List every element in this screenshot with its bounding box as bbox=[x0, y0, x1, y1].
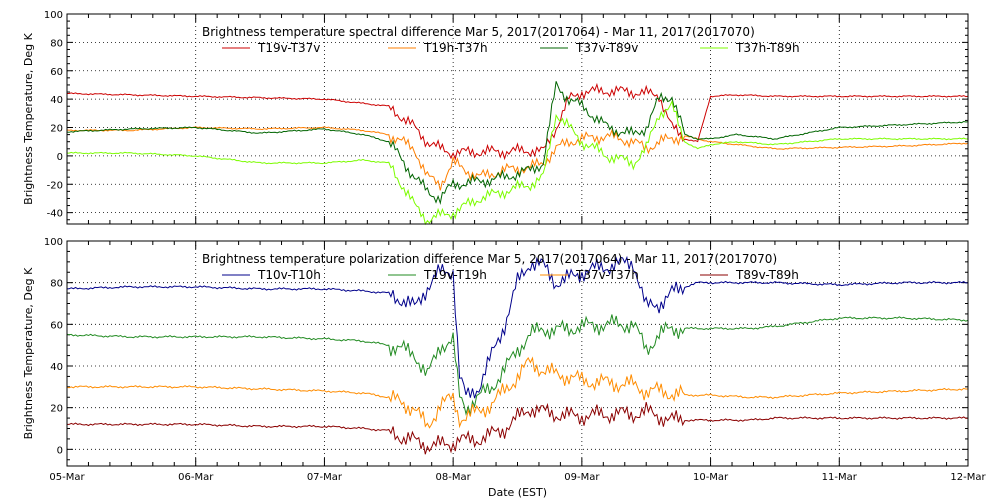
legend-label: T19v-T37v bbox=[257, 41, 320, 55]
y-tick-label: 0 bbox=[57, 445, 63, 456]
y-tick-label: 60 bbox=[50, 320, 63, 331]
series-line-t19h-t37h bbox=[66, 126, 969, 191]
chart-panel-2: 0 20 40 60 80 100 05-Mar 06-Mar 07-Mar 08-Mar 09-M… bbox=[22, 237, 986, 499]
y-tick-label: 100 bbox=[44, 237, 63, 248]
chart-panel-1: -40 -20 0 20 40 60 80 100 Brightness temperature… bbox=[22, 10, 969, 226]
plot-frame bbox=[66, 240, 969, 467]
legend-label: T19v-T19h bbox=[423, 268, 487, 282]
y-tick-label: -20 bbox=[47, 180, 63, 191]
y-tick-label: -40 bbox=[47, 209, 63, 220]
series-line-t10v-t10h bbox=[66, 255, 969, 399]
legend-label: T10v-T10h bbox=[257, 268, 321, 282]
chart-title: Brightness temperature polarization diff… bbox=[202, 252, 777, 266]
x-tick-label: 09-Mar bbox=[564, 472, 600, 483]
series-line-t37v-t37h bbox=[66, 356, 969, 429]
series-line-t19v-t19h bbox=[66, 314, 969, 416]
series-line-t37h-t89h bbox=[67, 99, 969, 226]
x-tick-label: 12-Mar bbox=[950, 472, 986, 483]
y-tick-label: 20 bbox=[50, 124, 63, 135]
y-tick-label: 20 bbox=[50, 404, 63, 415]
y-axis-label: Brightness Temperature, Deg K bbox=[22, 267, 35, 439]
chart-title: Brightness temperature spectral differen… bbox=[202, 25, 755, 39]
y-tick-label: 60 bbox=[50, 67, 63, 78]
legend-label: T37h-T89h bbox=[735, 41, 800, 55]
series-line-t19v-t37v bbox=[67, 82, 969, 161]
legend-label: T19h-T37h bbox=[423, 41, 488, 55]
y-tick-label: 40 bbox=[50, 362, 63, 373]
y-axis-label: Brightness Temperature, Deg K bbox=[22, 32, 35, 204]
y-tick-label: 100 bbox=[44, 10, 63, 21]
x-tick-label: 07-Mar bbox=[307, 472, 343, 483]
x-axis-label: Date (EST) bbox=[488, 486, 547, 499]
x-tick-label: 05-Mar bbox=[49, 472, 85, 483]
x-tick-label: 10-Mar bbox=[693, 472, 729, 483]
x-tick-label: 08-Mar bbox=[436, 472, 472, 483]
x-tick-label: 06-Mar bbox=[178, 472, 214, 483]
legend-label: T37v-T37h bbox=[575, 268, 639, 282]
series-line-t37v-t89v bbox=[66, 81, 969, 205]
y-tick-label: 40 bbox=[50, 95, 63, 106]
x-tick-label: 11-Mar bbox=[822, 472, 858, 483]
y-tick-label: 80 bbox=[50, 38, 63, 49]
legend-label: T37v-T89v bbox=[575, 41, 638, 55]
y-tick-label: 80 bbox=[50, 279, 63, 290]
plot-frame bbox=[66, 13, 969, 225]
series-line-t89v-t89h bbox=[67, 401, 969, 455]
y-tick-label: 0 bbox=[57, 152, 63, 163]
legend-label: T89v-T89h bbox=[735, 268, 799, 282]
